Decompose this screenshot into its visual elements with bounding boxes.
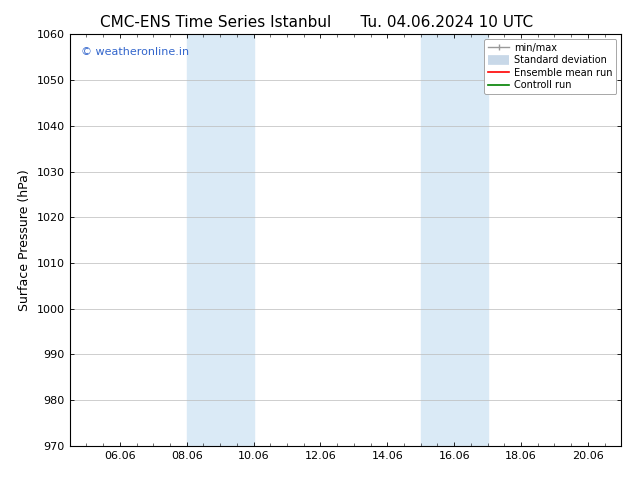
Text: CMC-ENS Time Series Istanbul      Tu. 04.06.2024 10 UTC: CMC-ENS Time Series Istanbul Tu. 04.06.2…: [100, 15, 534, 30]
Bar: [187, 34, 254, 446]
Y-axis label: Surface Pressure (hPa): Surface Pressure (hPa): [18, 169, 31, 311]
Text: © weatheronline.in: © weatheronline.in: [81, 47, 189, 57]
Legend: min/max, Standard deviation, Ensemble mean run, Controll run: min/max, Standard deviation, Ensemble me…: [484, 39, 616, 94]
Bar: [421, 34, 488, 446]
